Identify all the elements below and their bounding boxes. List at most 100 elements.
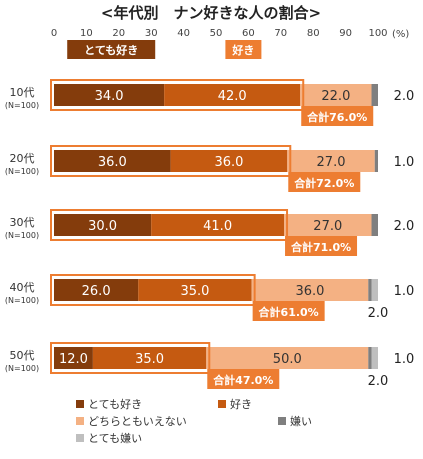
total-label: 合計47.0% [213,373,273,387]
category-note: (N=100) [5,231,39,240]
bar-segment [54,279,139,301]
data-label: 1.0 [394,284,415,299]
bar-segment [54,150,171,172]
bar-segment [164,84,301,106]
data-label: 35.0 [135,352,164,367]
chart-title: <年代別 ナン好きな人の割合> [101,4,321,22]
x-tick-label: 90 [339,28,352,39]
like-highlight-frame [50,209,289,241]
legend-item: 好き [218,397,252,411]
category-label: 30代 [10,216,35,229]
category-note: (N=100) [5,101,39,110]
legend-swatch [76,417,84,425]
bar-segment [54,347,93,369]
data-label: 36.0 [295,284,324,299]
legend-item: どちらともいえない [76,415,187,428]
category-label: 10代 [10,86,35,99]
legend-item: 嫌い [278,414,312,428]
x-tick-label: 80 [307,28,320,39]
data-label: 1.0 [394,352,415,367]
series-label-box-very-like [67,40,156,59]
data-label: 27.0 [317,155,346,170]
total-label: 合計61.0% [259,305,319,319]
category-note: (N=100) [5,296,39,305]
data-label: 2.0 [394,89,415,104]
bar-segment [170,150,288,172]
bar-row: 50代 (N=100) 12.0 35.0 50.0 1.0 2.0 合計47.0% [5,342,415,389]
category-note: (N=100) [5,364,39,373]
legend-item: とても嫌い [76,431,142,445]
bar-segment [371,84,378,106]
legend-item: とても好き [76,397,142,411]
legend-label: 嫌い [290,414,312,428]
bar-segment [92,347,207,369]
bar-segment [368,279,372,301]
total-label: 合計71.0% [291,240,351,254]
legend-swatch [76,434,84,442]
x-tick-label: 30 [145,28,158,39]
bar-row: 20代 (N=100) 36.0 36.0 27.0 1.0 合計72.0% [5,145,415,192]
legend-swatch [278,417,286,425]
total-label: 合計76.0% [307,110,367,124]
data-label: 36.0 [214,155,243,170]
bar-segment [371,279,378,301]
data-label: 1.0 [394,155,415,170]
data-label: 50.0 [273,352,302,367]
legend-label: とても好き [88,397,142,411]
bar-segment [54,84,165,106]
x-tick-label: 0 [51,28,57,39]
data-label: 22.0 [321,89,350,104]
bar-segment [54,214,152,236]
bar-segment [287,150,375,172]
data-label: 35.0 [180,284,209,299]
legend-label: どちらともいえない [88,415,187,428]
data-label: 34.0 [95,89,124,104]
bar-segment [374,150,378,172]
data-label: 36.0 [98,155,127,170]
bar-segment [300,84,372,106]
bar-segment [251,279,369,301]
bar-segment [371,347,378,369]
total-callout [288,172,361,192]
bar-segment [368,347,372,369]
data-label: 26.0 [82,284,111,299]
like-highlight-frame [50,145,292,177]
category-note: (N=100) [5,167,39,176]
total-label: 合計72.0% [294,176,354,190]
x-tick-label: 50 [210,28,223,39]
total-callout [252,301,325,321]
bar-segment [284,214,372,236]
series-label-very-like: とても好き [84,43,138,57]
bar-segment [151,214,285,236]
data-label: 27.0 [313,219,342,234]
x-axis-unit: (%) [392,29,409,40]
data-label: 12.0 [59,352,88,367]
x-tick-label: 100 [368,28,387,39]
total-callout [207,369,280,389]
legend-label: 好き [230,397,252,411]
data-label: 41.0 [203,219,232,234]
total-callout [301,106,374,126]
like-highlight-frame [50,274,256,306]
data-label: 42.0 [218,89,247,104]
category-label: 20代 [10,152,35,165]
bar-segment [371,214,378,236]
series-label-box-like [225,40,262,59]
x-tick-label: 10 [80,28,93,39]
data-label: 2.0 [368,374,389,389]
category-label: 40代 [10,281,35,294]
like-highlight-frame [50,79,305,111]
x-tick-label: 40 [177,28,190,39]
bar-segment [206,347,369,369]
x-tick-label: 20 [112,28,125,39]
legend-swatch [76,400,84,408]
series-label-like: 好き [231,43,254,57]
x-tick-label: 70 [274,28,287,39]
legend-swatch [218,400,226,408]
bar-row: 10代 (N=100) 34.0 42.0 22.0 2.0 合計76.0% [5,79,415,126]
data-label: 30.0 [88,219,117,234]
x-tick-label: 60 [242,28,255,39]
legend-label: とても嫌い [88,431,142,445]
bar-row: 30代 (N=100) 30.0 41.0 27.0 2.0 合計71.0% [5,209,414,256]
